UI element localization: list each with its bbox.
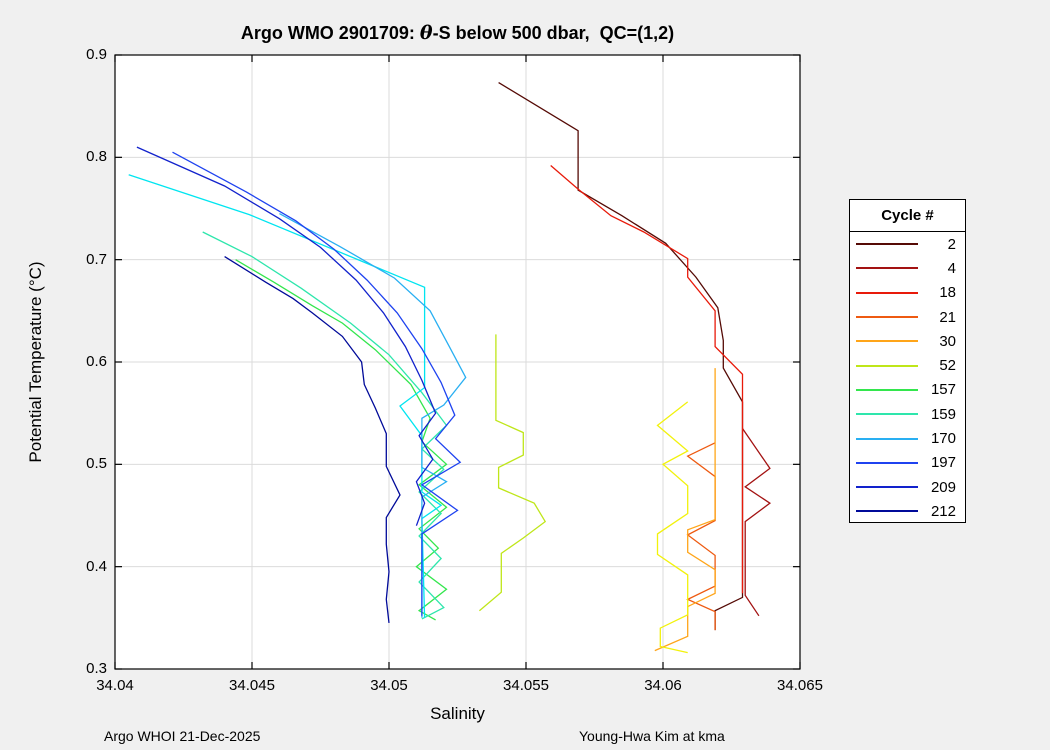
legend-entry-label: 18	[939, 284, 956, 302]
credit-text-left: Argo WHOI 21-Dec-2025	[104, 728, 261, 744]
x-tick-label: 34.04	[96, 677, 134, 694]
x-tick-label: 34.06	[644, 677, 682, 694]
legend-entry-label: 212	[930, 502, 956, 520]
legend-row: 157	[850, 378, 965, 402]
legend-row: 197	[850, 451, 965, 475]
legend-line-sample	[856, 364, 918, 367]
legend-row: 170	[850, 426, 965, 450]
legend-row: 30	[850, 329, 965, 353]
x-tick-label: 34.045	[229, 677, 275, 694]
x-tick-label: 34.05	[370, 677, 408, 694]
legend-line-sample	[856, 316, 918, 319]
x-tick-label: 34.065	[777, 677, 823, 694]
series-line-197	[172, 151, 462, 616]
plot-title-prefix: Argo WMO 2901709:	[240, 23, 420, 43]
legend-row: 209	[850, 475, 965, 499]
y-tick-label: 0.6	[86, 353, 107, 370]
series-line-52	[478, 334, 547, 612]
legend-row: 4	[850, 256, 965, 280]
legend-box: Cycle # 2 4 18 21 30 52 157 159 170 197 209 212	[849, 199, 966, 523]
series-line-209	[136, 146, 437, 526]
legend-entry-label: 21	[939, 308, 956, 326]
series-line-18	[550, 165, 744, 594]
legend-entry-label: 209	[930, 478, 956, 496]
series-line-170	[279, 213, 467, 618]
legend-line-sample	[856, 388, 918, 391]
legend-line-sample	[856, 510, 918, 513]
legend-row: 52	[850, 353, 965, 377]
theta-symbol: θ	[419, 22, 433, 44]
y-axis-label: Potential Temperature (°C)	[26, 261, 45, 463]
series-line-2	[498, 82, 744, 631]
series-line-unlabeled	[656, 401, 689, 654]
legend-entry-label: 157	[930, 381, 956, 399]
legend-entry-label: 197	[930, 454, 956, 472]
legend-line-sample	[856, 486, 918, 489]
x-axis-label: Salinity	[430, 704, 485, 723]
y-tick-label: 0.3	[86, 660, 107, 677]
legend-row: 21	[850, 305, 965, 329]
legend-entry-label: 52	[939, 357, 956, 375]
y-tick-label: 0.5	[86, 455, 107, 473]
legend-line-sample	[856, 437, 918, 440]
legend-row: 159	[850, 402, 965, 426]
legend-row: 212	[850, 499, 965, 523]
legend-entry-label: 4	[947, 259, 956, 277]
legend-line-sample	[856, 461, 918, 464]
y-tick-label: 0.8	[86, 148, 107, 166]
series-line-4	[741, 428, 772, 617]
plot-title-suffix: -S below 500 dbar, QC=(1,2)	[432, 23, 675, 43]
legend-title: Cycle #	[850, 200, 965, 232]
y-tick-label: 0.4	[86, 557, 107, 575]
series-line-30	[654, 368, 716, 652]
legend-row: 18	[850, 281, 965, 305]
legend-line-sample	[856, 291, 918, 294]
series-line-212	[224, 256, 401, 623]
series-line-unlabeled	[128, 174, 443, 618]
y-tick-label: 0.7	[86, 250, 107, 268]
legend-line-sample	[856, 413, 918, 416]
y-tick-label: 0.9	[86, 46, 107, 63]
legend-line-sample	[856, 340, 918, 343]
legend-line-sample	[856, 243, 918, 246]
legend-line-sample	[856, 267, 918, 270]
x-tick-label: 34.055	[503, 677, 549, 694]
series-line-21	[686, 442, 716, 631]
legend-entry-label: 170	[930, 430, 956, 448]
legend-row: 2	[850, 232, 965, 256]
legend-entries: 2 4 18 21 30 52 157 159 170 197 209 212	[850, 232, 965, 524]
legend-entry-label: 30	[939, 332, 956, 350]
legend-entry-label: 2	[947, 235, 956, 253]
legend-entry-label: 159	[930, 405, 956, 423]
plot-title: Argo WMO 2901709: θ-S below 500 dbar, QC…	[115, 22, 800, 44]
credit-text-right: Young-Hwa Kim at kma	[579, 728, 725, 744]
